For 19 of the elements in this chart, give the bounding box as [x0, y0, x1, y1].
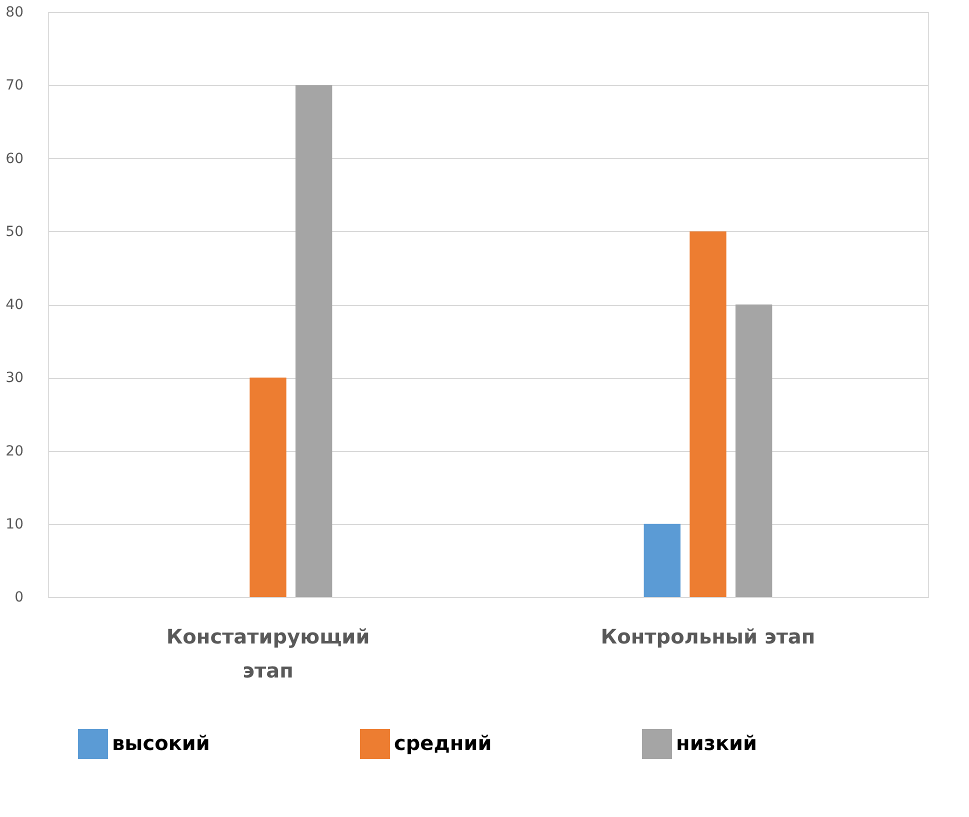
bar [690, 231, 726, 597]
x-tick-label: Контрольный этап [600, 624, 816, 648]
bar [736, 304, 772, 597]
legend-label: высокий [112, 731, 210, 755]
y-tick-label: 70 [6, 78, 24, 94]
x-tick-label: Констатирующий этап [166, 624, 370, 682]
y-tick-label: 0 [14, 590, 24, 606]
y-tick-label: 30 [6, 370, 24, 386]
y-tick-label: 80 [6, 4, 24, 20]
legend-label: средний [394, 731, 492, 755]
y-tick-label: 50 [6, 224, 24, 240]
legend-label: низкий [676, 731, 758, 755]
y-tick-label: 60 [6, 150, 24, 167]
bar [296, 85, 332, 597]
bar [250, 378, 286, 597]
y-tick-label: 20 [6, 443, 24, 460]
y-tick-label: 10 [6, 516, 24, 532]
y-tick-label: 40 [6, 297, 24, 313]
bar [644, 524, 680, 597]
